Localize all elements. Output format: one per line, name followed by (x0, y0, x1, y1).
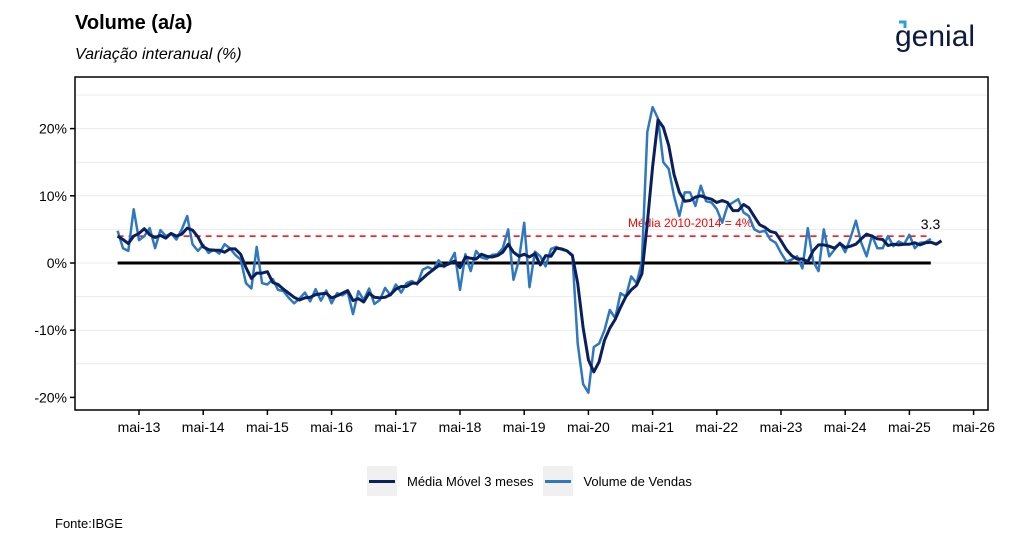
x-tick-label: mai-14 (182, 419, 225, 435)
x-tick-label: mai-17 (374, 419, 417, 435)
x-tick-label: mai-26 (952, 419, 995, 435)
y-tick-label: -10% (34, 322, 67, 338)
x-tick-label: mai-18 (439, 419, 482, 435)
logo-text: genial (895, 20, 975, 53)
legend-label-volume: Volume de Vendas (583, 473, 692, 489)
x-tick-label: mai-22 (695, 419, 738, 435)
x-tick-label: mai-13 (118, 419, 161, 435)
logo-accent-icon (899, 20, 907, 28)
x-tick-label: mai-23 (760, 419, 803, 435)
genial-logo: genial (895, 20, 975, 53)
legend-key-volume (543, 466, 574, 496)
y-tick-label: 0% (47, 255, 67, 271)
x-tick-label: mai-21 (631, 419, 674, 435)
legend-label-media-movel: Média Móvel 3 meses (407, 473, 534, 489)
x-tick-label: mai-15 (246, 419, 289, 435)
chart-subtitle: Variação interanual (%) (75, 46, 242, 63)
legend-item-media-movel: Média Móvel 3 meses (367, 466, 533, 496)
grid-lines (75, 94, 988, 365)
x-tick-label: mai-24 (824, 419, 867, 435)
x-axis: mai-13 mai-14 mai-15 mai-16 mai-17 mai-18 mai-… (118, 410, 995, 435)
y-tick-label: 20% (39, 121, 67, 137)
x-tick-label: mai-20 (567, 419, 610, 435)
end-value-label: 3.3 (921, 216, 941, 232)
legend-item-volume: Volume de Vendas (543, 466, 692, 496)
legend: Média Móvel 3 meses Volume de Vendas (367, 466, 702, 496)
y-tick-label: 10% (39, 188, 67, 204)
legend-key-media-movel (367, 466, 397, 496)
y-tick-label: -20% (34, 389, 67, 405)
x-tick-label: mai-16 (310, 419, 353, 435)
chart-title: Volume (a/a) (75, 12, 193, 34)
y-axis: -20% -10% 0% 10% 20% (34, 121, 75, 405)
series-line-media-movel (116, 118, 943, 374)
series-line-volume-de-vendas (116, 105, 932, 394)
x-tick-label: mai-25 (888, 419, 931, 435)
x-tick-label: mai-19 (503, 419, 546, 435)
plot-border (74, 76, 989, 411)
source-note: Fonte:IBGE (55, 516, 123, 531)
